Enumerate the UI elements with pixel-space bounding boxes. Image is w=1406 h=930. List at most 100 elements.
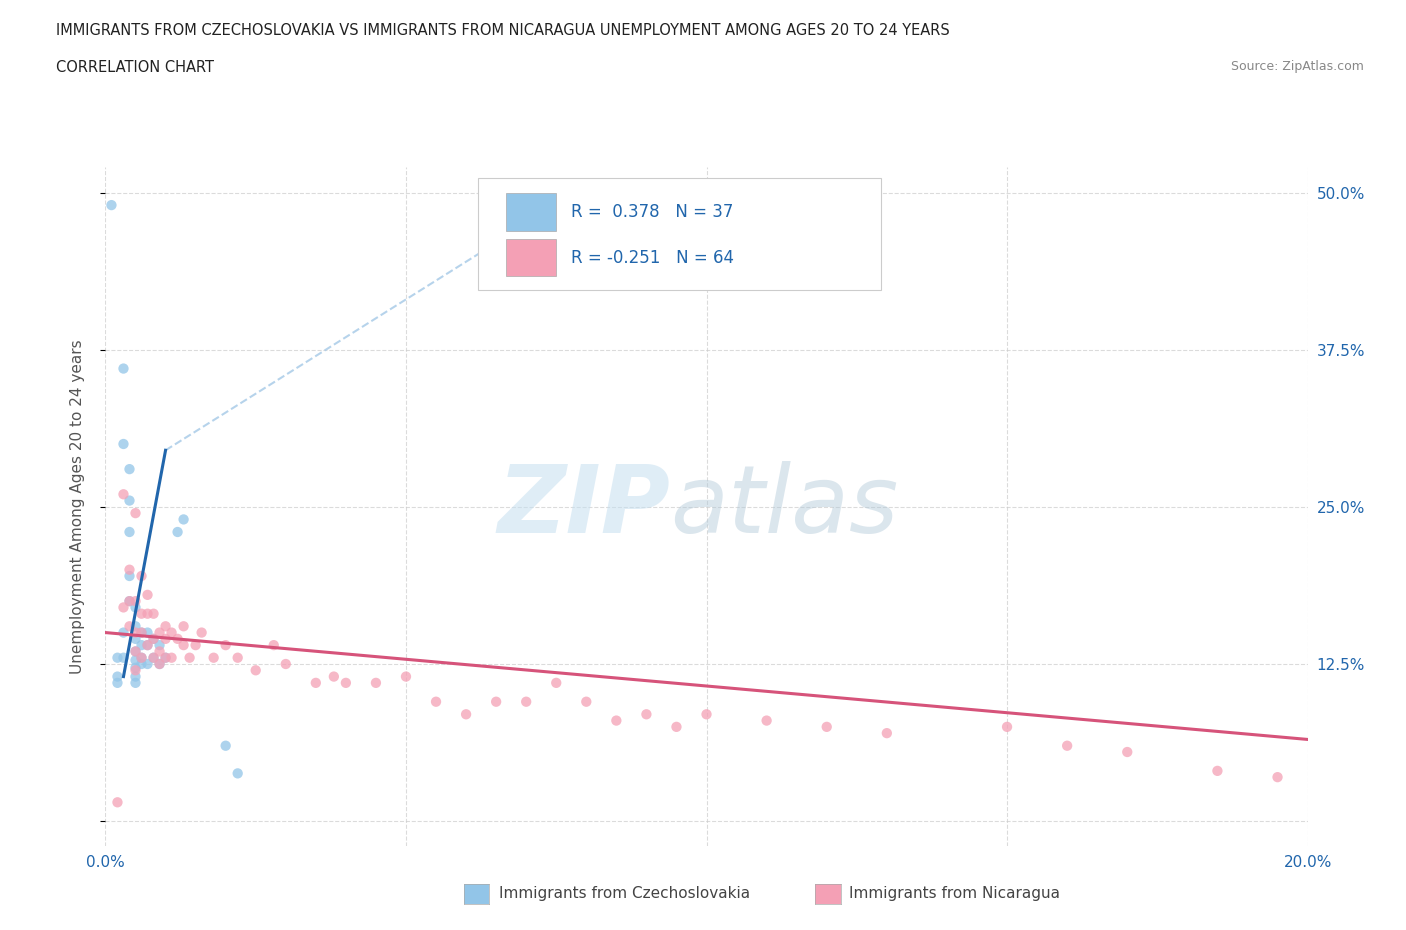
Point (124, 506, 146, 521)
Text: CORRELATION CHART: CORRELATION CHART (56, 60, 214, 75)
Point (107, 670, 129, 684)
Point (124, 631, 146, 646)
Point (454, 707, 477, 722)
Point (124, 670, 146, 684)
Y-axis label: Unemployment Among Ages 20 to 24 years: Unemployment Among Ages 20 to 24 years (70, 339, 84, 674)
Point (118, 593, 141, 608)
Point (173, 638, 195, 653)
Point (665, 720, 688, 735)
Point (124, 663, 146, 678)
Point (131, 650, 153, 665)
Point (136, 606, 159, 621)
Point (515, 695, 537, 710)
Point (305, 675, 328, 690)
Text: Immigrants from Czechoslovakia: Immigrants from Czechoslovakia (499, 886, 751, 901)
Point (131, 606, 153, 621)
Point (245, 663, 267, 678)
Point (112, 625, 135, 640)
Point (395, 670, 418, 684)
Point (112, 600, 135, 615)
Point (142, 650, 165, 665)
Point (335, 675, 357, 690)
Point (425, 695, 447, 710)
Point (173, 512, 195, 527)
Point (322, 670, 344, 684)
Bar (506, 239, 557, 276)
Point (124, 593, 146, 608)
Point (131, 657, 153, 671)
Point (226, 650, 249, 665)
Point (118, 618, 141, 633)
Point (136, 657, 159, 671)
Point (142, 606, 165, 621)
Point (1056, 738, 1078, 753)
Point (148, 638, 170, 653)
Point (546, 675, 568, 690)
Point (274, 657, 297, 671)
Point (1116, 745, 1139, 760)
Bar (506, 193, 557, 231)
Point (179, 650, 201, 665)
Text: ZIP: ZIP (498, 461, 671, 552)
Point (263, 638, 285, 653)
Point (112, 436, 135, 451)
Point (226, 766, 249, 781)
Point (118, 563, 141, 578)
FancyBboxPatch shape (478, 178, 880, 289)
Point (131, 625, 153, 640)
Point (136, 638, 159, 653)
Point (696, 707, 718, 722)
Point (112, 361, 135, 376)
Point (124, 618, 146, 633)
Point (124, 644, 146, 658)
Point (148, 657, 170, 671)
Point (112, 486, 135, 501)
Point (142, 631, 165, 646)
Point (136, 588, 159, 603)
Point (214, 638, 236, 653)
Point (136, 625, 159, 640)
Point (100, 198, 122, 213)
Point (1267, 770, 1289, 785)
Point (636, 707, 658, 722)
Point (112, 650, 135, 665)
Point (136, 638, 159, 653)
Point (124, 660, 146, 675)
Point (202, 650, 225, 665)
Point (364, 675, 387, 690)
Point (107, 650, 129, 665)
Point (184, 638, 207, 653)
Point (155, 631, 177, 646)
Point (575, 695, 598, 710)
Point (118, 593, 141, 608)
Point (131, 638, 153, 653)
Point (107, 795, 129, 810)
Point (124, 600, 146, 615)
Point (148, 625, 170, 640)
Point (155, 650, 177, 665)
Text: IMMIGRANTS FROM CZECHOSLOVAKIA VS IMMIGRANTS FROM NICARAGUA UNEMPLOYMENT AMONG A: IMMIGRANTS FROM CZECHOSLOVAKIA VS IMMIGR… (56, 23, 950, 38)
Point (131, 568, 153, 583)
Point (1206, 764, 1229, 778)
Point (131, 625, 153, 640)
Point (124, 625, 146, 640)
Point (160, 650, 183, 665)
Point (124, 675, 146, 690)
Point (155, 650, 177, 665)
Point (131, 650, 153, 665)
Text: R = -0.251   N = 64: R = -0.251 N = 64 (571, 248, 734, 267)
Point (124, 653, 146, 668)
Point (118, 568, 141, 583)
Text: atlas: atlas (671, 461, 898, 552)
Point (815, 720, 838, 735)
Point (155, 618, 177, 633)
Point (166, 631, 188, 646)
Point (485, 695, 508, 710)
Point (755, 713, 778, 728)
Point (118, 461, 141, 476)
Point (118, 493, 141, 508)
Point (160, 625, 183, 640)
Point (605, 713, 627, 728)
Point (190, 625, 212, 640)
Point (107, 675, 129, 690)
